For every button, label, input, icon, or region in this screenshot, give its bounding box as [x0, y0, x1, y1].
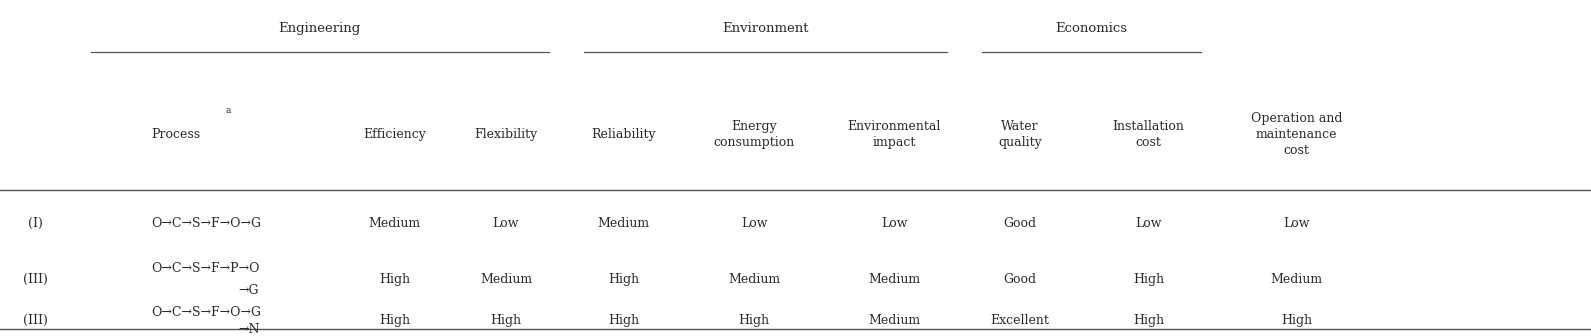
Text: O→C→S→F→P→O: O→C→S→F→P→O	[151, 262, 259, 275]
Text: (I): (I)	[27, 217, 43, 230]
Text: High: High	[490, 314, 522, 327]
Text: Environment: Environment	[722, 22, 808, 35]
Text: Process: Process	[151, 128, 200, 141]
Text: Energy
consumption: Energy consumption	[713, 120, 796, 149]
Text: High: High	[608, 314, 640, 327]
Text: High: High	[1133, 314, 1165, 327]
Text: High: High	[379, 273, 410, 286]
Text: →N: →N	[239, 323, 261, 336]
Text: →G: →G	[239, 284, 259, 297]
Text: Medium: Medium	[869, 273, 920, 286]
Text: (III): (III)	[22, 273, 48, 286]
Text: Operation and
maintenance
cost: Operation and maintenance cost	[1251, 112, 1343, 157]
Text: a: a	[226, 107, 231, 115]
Text: High: High	[1281, 314, 1313, 327]
Text: Medium: Medium	[729, 273, 780, 286]
Text: Medium: Medium	[369, 217, 420, 230]
Text: High: High	[379, 314, 410, 327]
Text: Medium: Medium	[480, 273, 531, 286]
Text: Low: Low	[1284, 217, 1309, 230]
Text: Low: Low	[741, 217, 767, 230]
Text: Medium: Medium	[1271, 273, 1322, 286]
Text: Medium: Medium	[869, 314, 920, 327]
Text: High: High	[738, 314, 770, 327]
Text: Flexibility: Flexibility	[474, 128, 538, 141]
Text: Economics: Economics	[1055, 22, 1128, 35]
Text: (III): (III)	[22, 314, 48, 327]
Text: High: High	[1133, 273, 1165, 286]
Text: Engineering: Engineering	[278, 22, 361, 35]
Text: Environmental
impact: Environmental impact	[848, 120, 940, 149]
Text: Low: Low	[1136, 217, 1161, 230]
Text: Low: Low	[493, 217, 519, 230]
Text: Medium: Medium	[598, 217, 649, 230]
Text: Installation
cost: Installation cost	[1112, 120, 1185, 149]
Text: Water
quality: Water quality	[998, 120, 1042, 149]
Text: Good: Good	[1004, 273, 1036, 286]
Text: Reliability: Reliability	[592, 128, 655, 141]
Text: O→C→S→F→O→G: O→C→S→F→O→G	[151, 217, 261, 230]
Text: Efficiency: Efficiency	[363, 128, 426, 141]
Text: High: High	[608, 273, 640, 286]
Text: O→C→S→F→O→G: O→C→S→F→O→G	[151, 306, 261, 319]
Text: Good: Good	[1004, 217, 1036, 230]
Text: Low: Low	[881, 217, 907, 230]
Text: Excellent: Excellent	[990, 314, 1050, 327]
